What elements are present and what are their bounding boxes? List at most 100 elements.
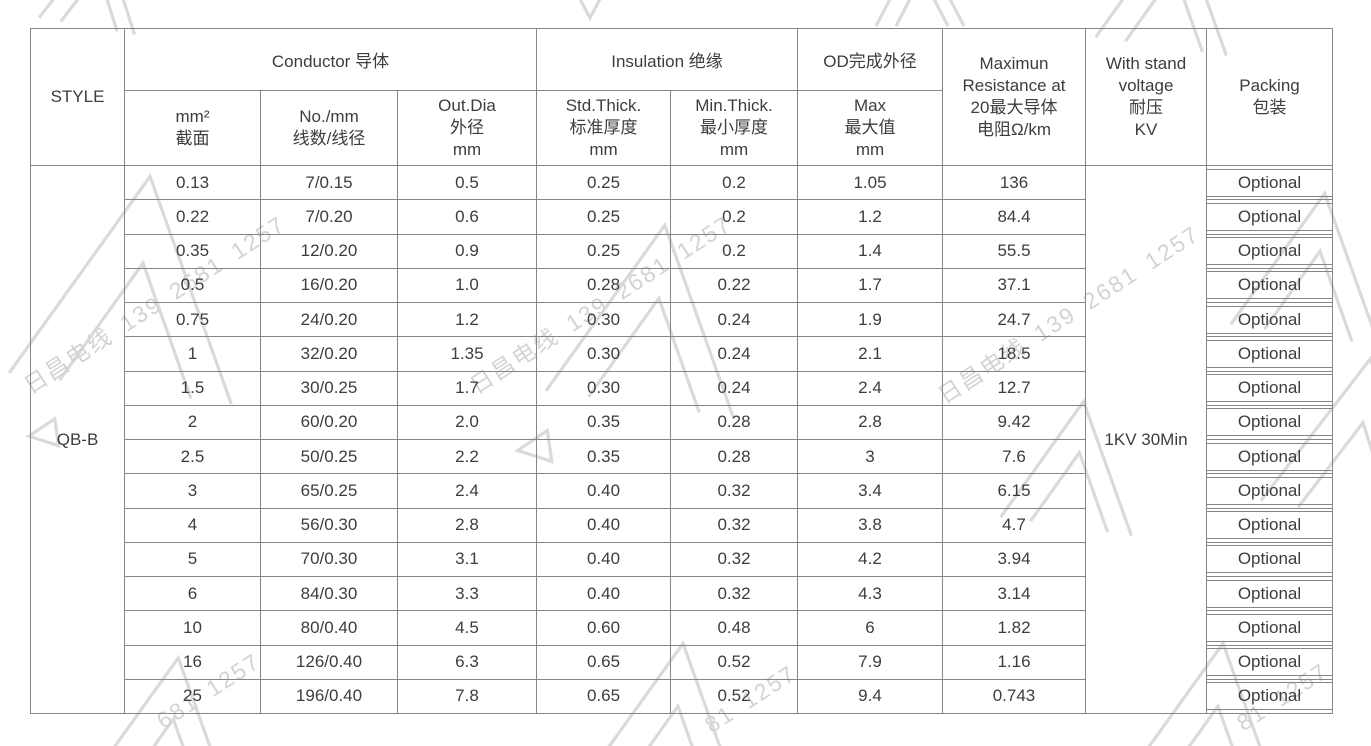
- cell-mm2: 6: [124, 575, 261, 612]
- cell-out-dia: 1.0: [397, 267, 537, 304]
- cell-od-max: 7.9: [797, 644, 943, 680]
- table-row: 0.5 16/0.20 1.0 0.28 0.22 1.7 37.1 Optio…: [31, 267, 1333, 304]
- cell-min-thick: 0.32: [670, 507, 798, 543]
- cell-out-dia: 2.2: [397, 438, 537, 475]
- cell-od-max: 2.8: [797, 404, 943, 441]
- header-style: STYLE: [30, 28, 125, 166]
- header-group-od: OD完成外径: [797, 28, 943, 91]
- packing-option: Optional: [1207, 168, 1332, 197]
- cell-min-thick: 0.24: [670, 370, 798, 406]
- cell-resistance: 55.5: [942, 233, 1086, 269]
- cell-packing: Optional: [1206, 438, 1333, 475]
- cell-packing: Optional: [1206, 233, 1333, 269]
- cell-od-max: 1.4: [797, 233, 943, 269]
- header-min-thick: Min.Thick. 最小厚度 mm: [670, 90, 798, 166]
- cell-mm2: 0.5: [124, 267, 261, 304]
- header-withstand-voltage: With stand voltage 耐压 KV: [1085, 28, 1207, 166]
- packing-option: Optional: [1207, 408, 1332, 437]
- cell-min-thick: 0.2: [670, 164, 798, 201]
- cell-mm2: 4: [124, 507, 261, 543]
- packing-option: Optional: [1207, 442, 1332, 471]
- table-row: 25 196/0.40 7.8 0.65 0.52 9.4 0.743 Opti…: [31, 678, 1333, 715]
- header-od-max: Max 最大值 mm: [797, 90, 943, 166]
- table-row: QB-B 0.13 7/0.15 0.5 0.25 0.2 1.05 136 1…: [30, 164, 1333, 714]
- table-row: 2 60/0.20 2.0 0.35 0.28 2.8 9.42 Optiona…: [31, 404, 1333, 441]
- cell-resistance: 3.94: [942, 541, 1086, 578]
- cell-no-mm: 84/0.30: [260, 575, 398, 612]
- table-row: 5 70/0.30 3.1 0.40 0.32 4.2 3.94 Optiona…: [31, 541, 1333, 578]
- cell-out-dia: 2.8: [397, 507, 537, 543]
- cell-std-thick: 0.35: [536, 438, 671, 475]
- cell-out-dia: 0.5: [397, 164, 537, 201]
- packing-option: Optional: [1207, 237, 1332, 266]
- cell-out-dia: 2.4: [397, 473, 537, 509]
- watermark-triangle: [1086, 0, 1253, 60]
- cell-std-thick: 0.28: [536, 267, 671, 304]
- cell-no-mm: 30/0.25: [260, 370, 398, 406]
- cell-min-thick: 0.32: [670, 473, 798, 509]
- packing-option: Optional: [1207, 682, 1332, 711]
- cell-resistance: 12.7: [942, 370, 1086, 406]
- cell-resistance: 3.14: [942, 575, 1086, 612]
- cell-no-mm: 65/0.25: [260, 473, 398, 509]
- watermark-triangle: [32, 0, 158, 38]
- cell-min-thick: 0.24: [670, 301, 798, 338]
- cell-min-thick: 0.2: [670, 199, 798, 235]
- cell-mm2: 0.75: [124, 301, 261, 338]
- cell-od-max: 9.4: [797, 678, 943, 715]
- cell-no-mm: 32/0.20: [260, 336, 398, 372]
- cell-std-thick: 0.30: [536, 370, 671, 406]
- header-std-thick: Std.Thick. 标准厚度 mm: [536, 90, 671, 166]
- table-row: 1 32/0.20 1.35 0.30 0.24 2.1 18.5 Option…: [31, 336, 1333, 372]
- cell-mm2: 16: [124, 644, 261, 680]
- cell-packing: Optional: [1206, 199, 1333, 235]
- cell-packing: Optional: [1206, 610, 1333, 646]
- cell-packing: Optional: [1206, 164, 1333, 201]
- cell-min-thick: 0.28: [670, 404, 798, 441]
- cell-od-max: 2.4: [797, 370, 943, 406]
- cell-resistance: 7.6: [942, 438, 1086, 475]
- cell-od-max: 1.7: [797, 267, 943, 304]
- cell-min-thick: 0.28: [670, 438, 798, 475]
- cell-packing: Optional: [1206, 575, 1333, 612]
- style-value-cell: QB-B: [30, 165, 125, 714]
- cell-mm2: 5: [124, 541, 261, 578]
- cell-std-thick: 0.40: [536, 541, 671, 578]
- cell-std-thick: 0.65: [536, 678, 671, 715]
- packing-option: Optional: [1207, 648, 1332, 677]
- cell-no-mm: 24/0.20: [260, 301, 398, 338]
- cell-std-thick: 0.65: [536, 644, 671, 680]
- cell-resistance: 18.5: [942, 336, 1086, 372]
- cell-std-thick: 0.60: [536, 610, 671, 646]
- watermark-triangle: [870, 0, 970, 28]
- cell-out-dia: 4.5: [397, 610, 537, 646]
- cell-out-dia: 7.8: [397, 678, 537, 715]
- cell-packing: Optional: [1206, 370, 1333, 406]
- cell-out-dia: 1.7: [397, 370, 537, 406]
- packing-option: Optional: [1207, 374, 1332, 403]
- cell-packing: Optional: [1206, 301, 1333, 338]
- cell-out-dia: 1.2: [397, 301, 537, 338]
- cell-min-thick: 0.52: [670, 678, 798, 715]
- cell-od-max: 4.2: [797, 541, 943, 578]
- packing-option: Optional: [1207, 271, 1332, 300]
- cell-no-mm: 16/0.20: [260, 267, 398, 304]
- cell-mm2: 0.13: [124, 164, 261, 201]
- cell-std-thick: 0.40: [536, 575, 671, 612]
- header-no-mm: No./mm 线数/线径: [260, 90, 398, 166]
- cell-min-thick: 0.32: [670, 541, 798, 578]
- cell-resistance: 1.82: [942, 610, 1086, 646]
- header-packing: Packing 包装: [1206, 28, 1333, 166]
- packing-option: Optional: [1207, 613, 1332, 642]
- header-mm2: mm² 截面: [124, 90, 261, 166]
- cell-od-max: 3: [797, 438, 943, 475]
- cell-out-dia: 3.3: [397, 575, 537, 612]
- cell-packing: Optional: [1206, 678, 1333, 715]
- cell-od-max: 1.2: [797, 199, 943, 235]
- header-resistance: Maximun Resistance at 20最大导体 电阻Ω/km: [942, 28, 1086, 166]
- header-group-conductor: Conductor 导体: [124, 28, 537, 91]
- packing-option: Optional: [1207, 545, 1332, 574]
- cell-packing: Optional: [1206, 541, 1333, 578]
- cell-std-thick: 0.35: [536, 404, 671, 441]
